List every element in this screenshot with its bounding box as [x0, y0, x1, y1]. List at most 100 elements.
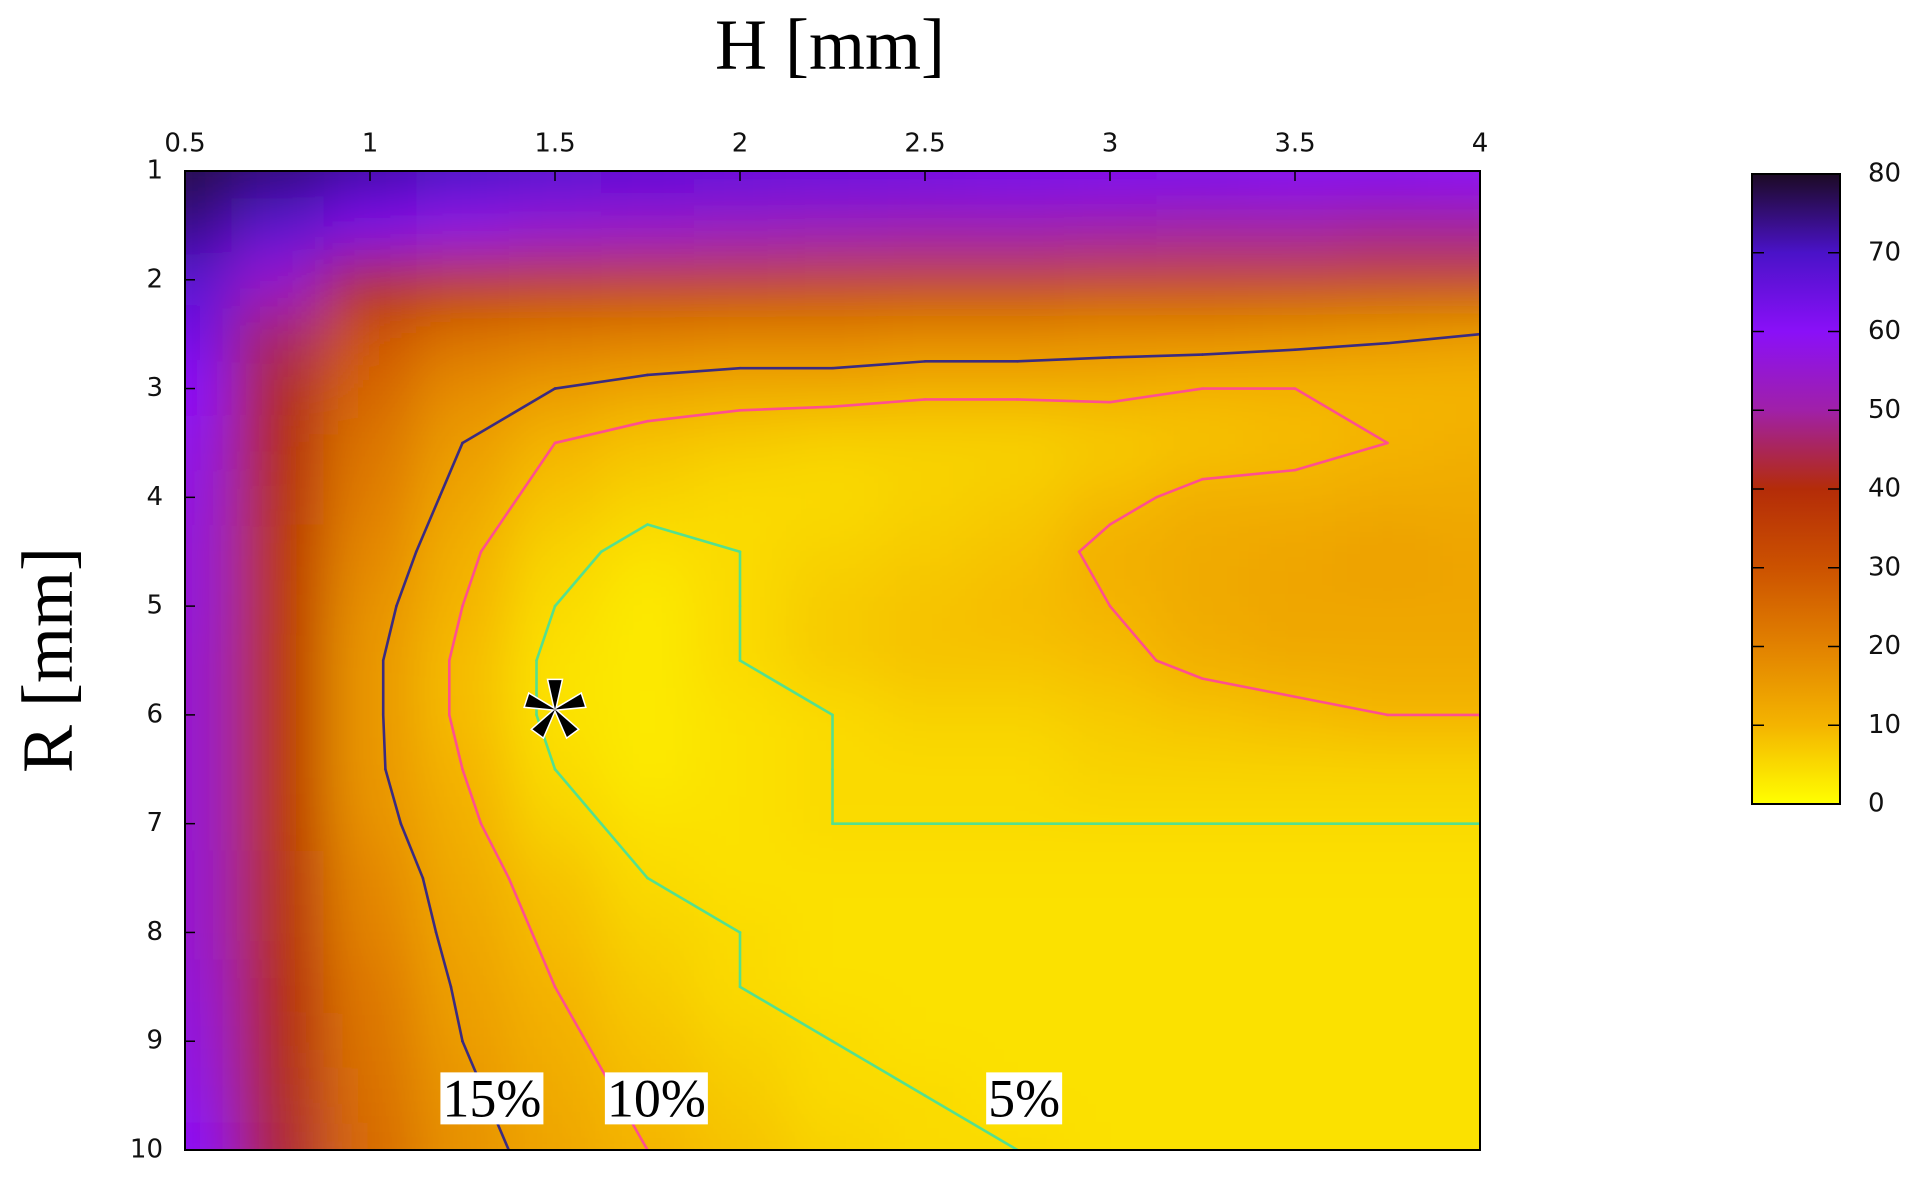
heat-cell	[878, 1014, 972, 1069]
heat-cell	[693, 252, 787, 308]
heat-cell	[786, 905, 880, 961]
x-tick-label: 3.5	[1274, 129, 1315, 159]
heat-cell	[1063, 687, 1157, 743]
heat-cell	[786, 578, 880, 634]
heat-cell	[1341, 905, 1435, 961]
contour-line	[646, 876, 742, 934]
y-axis-title: R [mm]	[8, 547, 88, 773]
heat-cell	[878, 361, 972, 417]
heat-cell	[1248, 1014, 1342, 1069]
heat-cell	[1156, 905, 1250, 961]
heat-cell	[508, 1122, 602, 1150]
colorbar-tick-label: 70	[1868, 237, 1901, 267]
x-tick-label: 1	[362, 129, 379, 159]
contour-line	[479, 496, 520, 554]
heat-cell	[323, 1122, 417, 1150]
heat-cell	[231, 796, 325, 852]
heat-cell	[185, 361, 232, 417]
contour-line	[646, 523, 742, 554]
heat-cell	[971, 470, 1065, 526]
heat-cell	[185, 578, 232, 634]
contour-line	[831, 1039, 927, 1097]
heat-cell	[786, 415, 880, 471]
heat-cell	[1433, 850, 1480, 906]
heat-cell	[1248, 252, 1342, 308]
contour-line	[1293, 341, 1389, 352]
heat-cell	[693, 1122, 787, 1150]
heat-cell	[601, 470, 695, 526]
heat-cell	[1156, 687, 1250, 743]
heat-cell	[416, 252, 510, 308]
heat-cell	[786, 171, 880, 199]
contour-line	[1016, 398, 1112, 404]
heat-cell	[231, 252, 325, 308]
y-tick-label: 4	[146, 482, 163, 512]
heat-cell	[601, 905, 695, 961]
heat-cell	[971, 198, 1065, 254]
contour-label: 15%	[442, 1068, 541, 1128]
heat-cell	[185, 252, 232, 308]
contour-line	[553, 767, 603, 825]
contour-line	[447, 604, 464, 662]
heat-cell	[1248, 742, 1342, 797]
heat-cell	[323, 959, 417, 1015]
heat-cell	[693, 687, 787, 743]
y-tick-label: 10	[130, 1135, 163, 1165]
heat-cell	[508, 252, 602, 308]
heat-cell	[971, 959, 1065, 1015]
contour-line	[461, 387, 557, 445]
heat-cell	[231, 578, 325, 634]
y-tick-label: 5	[146, 591, 163, 621]
y-tick-label: 7	[146, 808, 163, 838]
heat-cell	[416, 796, 510, 852]
contour-line	[535, 604, 557, 662]
heat-cell	[231, 633, 325, 689]
heat-cell	[1341, 470, 1435, 526]
heat-cell	[601, 742, 695, 797]
heat-cell	[1248, 633, 1342, 689]
heat-cell	[601, 1122, 695, 1150]
heat-cell	[971, 1122, 1065, 1150]
contour-line	[1201, 348, 1297, 356]
y-tick-label: 3	[146, 373, 163, 403]
heat-cell	[786, 633, 880, 689]
heat-cell	[601, 415, 695, 471]
heat-cell	[878, 470, 972, 526]
contour-line	[738, 405, 834, 412]
heat-cell	[1063, 1122, 1157, 1150]
heat-cell	[1341, 198, 1435, 254]
heat-cell	[786, 470, 880, 526]
heat-cell	[1341, 1068, 1435, 1124]
heat-cell	[323, 1068, 417, 1124]
heat-cell	[1341, 850, 1435, 906]
heat-cell	[786, 850, 880, 906]
heat-cell	[786, 198, 880, 254]
colorbar-tick-label: 20	[1868, 631, 1901, 661]
heat-cell	[786, 1122, 880, 1150]
contour-line	[1108, 387, 1204, 404]
heat-cell	[601, 524, 695, 580]
colorbar-tick-label: 0	[1868, 789, 1885, 819]
heat-cell	[1156, 252, 1250, 308]
x-tick-label: 2	[732, 129, 749, 159]
heat-cell	[185, 415, 232, 471]
heat-cell	[1341, 578, 1435, 634]
heat-cell	[878, 524, 972, 580]
contour-line	[1201, 468, 1297, 481]
contour-line	[507, 876, 534, 934]
heat-cell	[601, 687, 695, 743]
contour-line	[1154, 477, 1204, 499]
heat-cell	[231, 470, 325, 526]
heat-cell	[416, 171, 510, 199]
heat-cell	[185, 1014, 232, 1069]
colorbar-tick-label: 60	[1868, 316, 1901, 346]
heat-cell	[1433, 578, 1480, 634]
contour-line	[516, 441, 557, 499]
heat-cell	[878, 850, 972, 906]
heat-cell	[508, 524, 602, 580]
heat-cell	[1433, 959, 1480, 1015]
heat-cell	[323, 415, 417, 471]
contour-line	[1293, 441, 1389, 472]
heat-cell	[1433, 198, 1480, 254]
heat-cell	[185, 850, 232, 906]
